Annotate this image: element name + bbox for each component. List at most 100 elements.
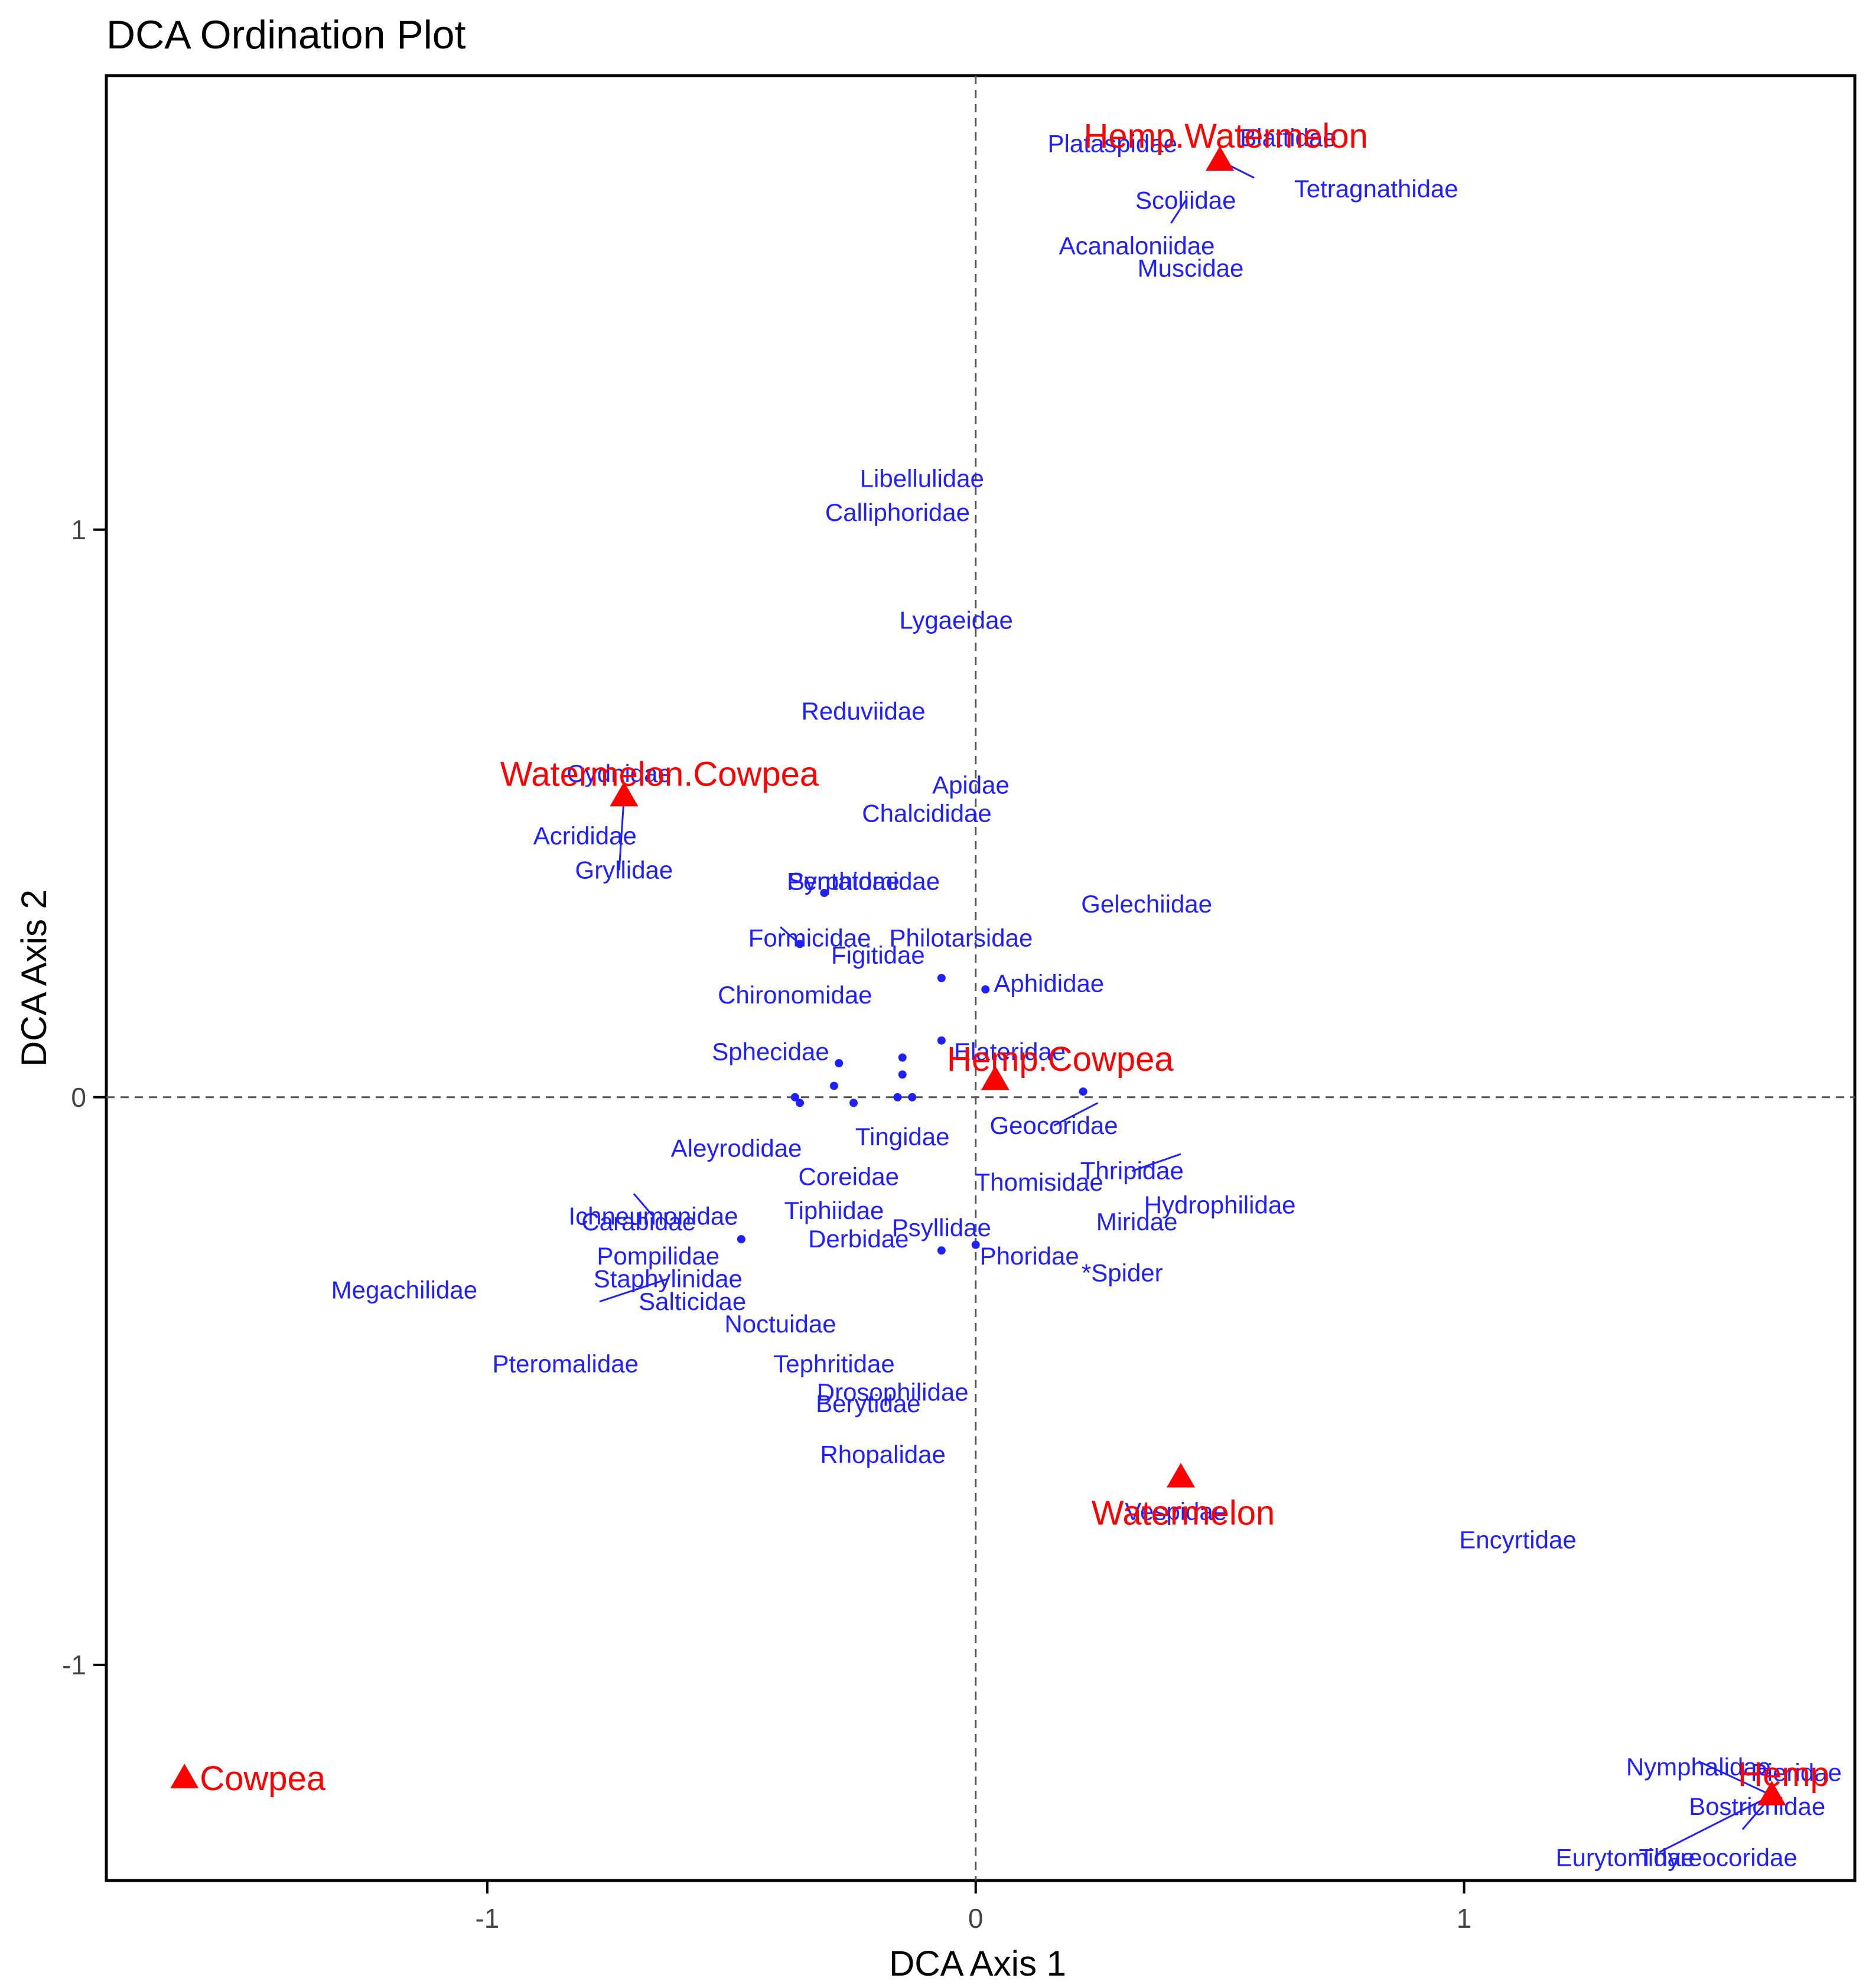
taxon-label-noctuidae: Noctuidae <box>724 1310 836 1338</box>
taxon-point <box>937 974 946 982</box>
taxon-label-scoliidae: Scoliidae <box>1135 186 1236 214</box>
site-marker-hemp <box>1757 1781 1786 1806</box>
taxon-label-aphididae: Aphididae <box>994 970 1104 998</box>
taxon-point <box>829 1081 838 1090</box>
x-tick-label: -1 <box>475 1903 499 1934</box>
taxon-label-lygaeidae: Lygaeidae <box>900 607 1013 634</box>
taxon-point <box>898 1070 907 1079</box>
taxa-points <box>737 888 1087 1255</box>
taxon-label-gryllidae: Gryllidae <box>575 856 673 884</box>
taxon-point <box>937 1036 946 1045</box>
taxon-label-figitidae: Figitidae <box>831 941 925 969</box>
taxon-label-ichneumonidae: Ichneumonidae <box>568 1202 738 1230</box>
taxon-label-pteromalidae: Pteromalidae <box>492 1350 638 1377</box>
axis-ticks: -1 0 1 -1 0 1 <box>62 514 1471 1934</box>
taxon-label-sphecidae: Sphecidae <box>712 1038 829 1065</box>
taxa-labels: Plataspidae Blattidae Tetragnathidae Scolii… <box>331 124 1842 1872</box>
y-tick-label: 0 <box>71 1082 86 1113</box>
taxon-label-thripidae: Thripidae <box>1080 1157 1184 1185</box>
leader-line <box>780 926 801 945</box>
site-marker-cowpea <box>170 1764 199 1788</box>
taxon-point <box>893 1093 902 1101</box>
taxon-label-pompilidae: Pompilidae <box>597 1242 719 1270</box>
taxon-label-megachilidae: Megachilidae <box>331 1276 478 1304</box>
taxon-label-vespidae: Vespidae <box>1125 1497 1227 1525</box>
taxon-label-bostrichidae: Bostrichidae <box>1689 1793 1825 1820</box>
taxon-point <box>898 1053 907 1062</box>
leader-line <box>1170 200 1187 224</box>
taxon-label-acrididae: Acrididae <box>533 822 637 850</box>
taxon-point <box>737 1235 745 1244</box>
leader-line <box>1131 1153 1181 1172</box>
taxon-point <box>796 940 805 949</box>
taxon-label-encyrtidae: Encyrtidae <box>1459 1526 1576 1553</box>
taxon-label-staphylinidae: Staphylinidae <box>594 1265 743 1292</box>
leader-lines <box>599 159 1773 1853</box>
taxon-point <box>908 1093 917 1101</box>
taxon-label-rhopalidae: Rhopalidae <box>820 1441 946 1468</box>
taxon-label-eurytomidae: Eurytomidae <box>1556 1844 1695 1872</box>
taxon-label-acanaloniidae: Acanaloniidae <box>1059 232 1215 259</box>
leader-line <box>633 1193 655 1217</box>
taxon-label-elateridae: Elateridae <box>954 1038 1066 1065</box>
taxon-label-coreidae: Coreidae <box>799 1162 899 1190</box>
taxon-label-cydnidae: Cydnidae <box>566 760 671 787</box>
taxon-point <box>835 1059 844 1068</box>
leader-line <box>599 1277 669 1303</box>
taxon-label-blattidae: Blattidae <box>1240 124 1336 152</box>
taxon-point <box>796 1099 805 1107</box>
taxon-point <box>937 1246 946 1255</box>
x-tick-label: 0 <box>968 1903 984 1934</box>
taxon-point <box>981 985 990 994</box>
site-label-hemp-cowpea: Hemp.Cowpea <box>947 1040 1174 1078</box>
site-label-watermelon-cowpea: Watermelon.Cowpea <box>500 755 819 793</box>
plot-frame <box>105 74 1857 1882</box>
taxon-label-reduviidae: Reduviidae <box>801 697 925 725</box>
taxon-label-tetragnathidae: Tetragnathidae <box>1294 175 1458 203</box>
leader-line <box>1659 1794 1773 1853</box>
taxon-label-miridae: Miridae <box>1096 1208 1178 1236</box>
taxon-label-carabidae: Carabidae <box>581 1208 696 1236</box>
site-markers: Hemp.Watermelon Watermelon.Cowpea Hemp.Cow… <box>170 117 1829 1806</box>
site-label-cowpea: Cowpea <box>200 1759 326 1798</box>
taxon-point <box>1079 1087 1087 1096</box>
taxon-label-tingidae: Tingidae <box>855 1123 950 1151</box>
taxon-label-libellulidae: Libellulidae <box>860 464 984 492</box>
leader-line <box>618 796 625 871</box>
taxon-label-plataspidae: Plataspidae <box>1047 129 1177 157</box>
taxon-label-muscidae: Muscidae <box>1138 255 1244 282</box>
reference-lines <box>106 76 1855 1881</box>
taxon-label-phoridae: Phoridae <box>980 1242 1079 1270</box>
y-tick-label: 1 <box>71 514 86 545</box>
chart-title: DCA Ordination Plot <box>106 12 466 57</box>
taxon-label-chalcididae: Chalcididae <box>862 799 991 827</box>
site-marker-hemp-cowpea <box>981 1065 1010 1090</box>
taxon-label-philotarsidae: Philotarsidae <box>890 924 1033 952</box>
taxon-point <box>849 1099 858 1107</box>
taxon-label-spider: *Spider <box>1082 1259 1163 1287</box>
taxon-label-psyllidae: Psyllidae <box>892 1214 991 1241</box>
taxon-label-berytidae: Berytidae <box>816 1390 920 1417</box>
site-marker-watermelon-cowpea <box>610 781 639 807</box>
taxon-label-apidae: Apidae <box>932 771 1010 799</box>
leader-line <box>1053 1102 1099 1127</box>
y-axis-label: DCA Axis 2 <box>14 889 54 1067</box>
site-label-watermelon: Watermelon <box>1092 1494 1275 1533</box>
taxon-label-tephritidae: Tephritidae <box>773 1350 894 1377</box>
taxon-label-pieridae: Pieridae <box>1751 1758 1842 1786</box>
taxon-label-salticidae: Salticidae <box>639 1288 746 1315</box>
taxon-label-nymphalidae: Nymphalidae <box>1626 1753 1771 1781</box>
site-label-hemp: Hemp <box>1738 1755 1829 1794</box>
taxon-label-tiphiidae: Tiphiidae <box>784 1197 884 1224</box>
taxon-label-gelechiidae: Gelechiidae <box>1081 890 1212 918</box>
taxon-label-formicidae: Formicidae <box>748 924 871 952</box>
taxon-label-geocoridae: Geocoridae <box>989 1112 1118 1139</box>
taxon-label-derbidae: Derbidae <box>808 1225 909 1253</box>
leader-line <box>1698 1760 1773 1797</box>
taxon-label-hydrophilidae: Hydrophilidae <box>1144 1191 1296 1218</box>
taxon-point <box>790 1093 799 1101</box>
x-tick-label: 1 <box>1457 1903 1472 1934</box>
taxon-label-drosophilidae: Drosophilidae <box>817 1378 969 1406</box>
taxon-point <box>820 888 829 897</box>
